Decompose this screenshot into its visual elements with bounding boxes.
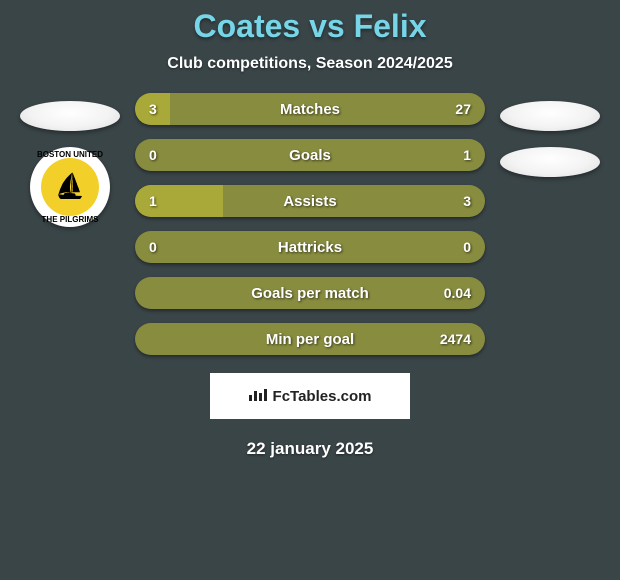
chart-bars-icon <box>249 387 267 405</box>
stat-value-right: 3 <box>463 185 471 217</box>
right-column <box>495 93 605 177</box>
stat-value-left: 0 <box>149 231 157 263</box>
stat-value-left: 0 <box>149 139 157 171</box>
infographic-container: Coates vs Felix Club competitions, Seaso… <box>0 0 620 580</box>
stat-value-right: 2474 <box>440 323 471 355</box>
stat-value-right: 27 <box>455 93 471 125</box>
player-avatar-left <box>20 101 120 131</box>
stat-label: Assists <box>135 185 485 217</box>
stat-value-right: 1 <box>463 139 471 171</box>
stat-value-right: 0.04 <box>444 277 471 309</box>
player-avatar-right-1 <box>500 101 600 131</box>
stat-value-left: 3 <box>149 93 157 125</box>
main-row: BOSTON UNITED ⛵ THE PILGRIMS 3 Matches 2… <box>0 93 620 355</box>
stat-label: Hattricks <box>135 231 485 263</box>
page-title: Coates vs Felix <box>194 8 427 45</box>
stat-bar: 3 Matches 27 <box>135 93 485 125</box>
stat-value-right: 0 <box>463 231 471 263</box>
stat-label: Matches <box>135 93 485 125</box>
fctables-label: FcTables.com <box>273 388 372 405</box>
stat-value-left: 1 <box>149 185 157 217</box>
fctables-watermark: FcTables.com <box>210 373 410 419</box>
stat-bar: Min per goal 2474 <box>135 323 485 355</box>
date-line: 22 january 2025 <box>247 439 374 459</box>
left-column: BOSTON UNITED ⛵ THE PILGRIMS <box>15 93 125 227</box>
ship-icon: ⛵ <box>55 175 85 199</box>
club-badge-left: BOSTON UNITED ⛵ THE PILGRIMS <box>30 147 110 227</box>
stat-label: Goals <box>135 139 485 171</box>
stat-bar: Goals per match 0.04 <box>135 277 485 309</box>
stat-label: Min per goal <box>135 323 485 355</box>
badge-text-bottom: THE PILGRIMS <box>30 215 110 224</box>
stats-column: 3 Matches 27 0 Goals 1 1 Assists 3 0 Hat… <box>135 93 485 355</box>
stat-bar: 1 Assists 3 <box>135 185 485 217</box>
club-badge-inner: ⛵ <box>41 158 99 216</box>
stat-bar: 0 Hattricks 0 <box>135 231 485 263</box>
page-subtitle: Club competitions, Season 2024/2025 <box>167 55 452 73</box>
stat-label: Goals per match <box>135 277 485 309</box>
stat-bar: 0 Goals 1 <box>135 139 485 171</box>
player-avatar-right-2 <box>500 147 600 177</box>
